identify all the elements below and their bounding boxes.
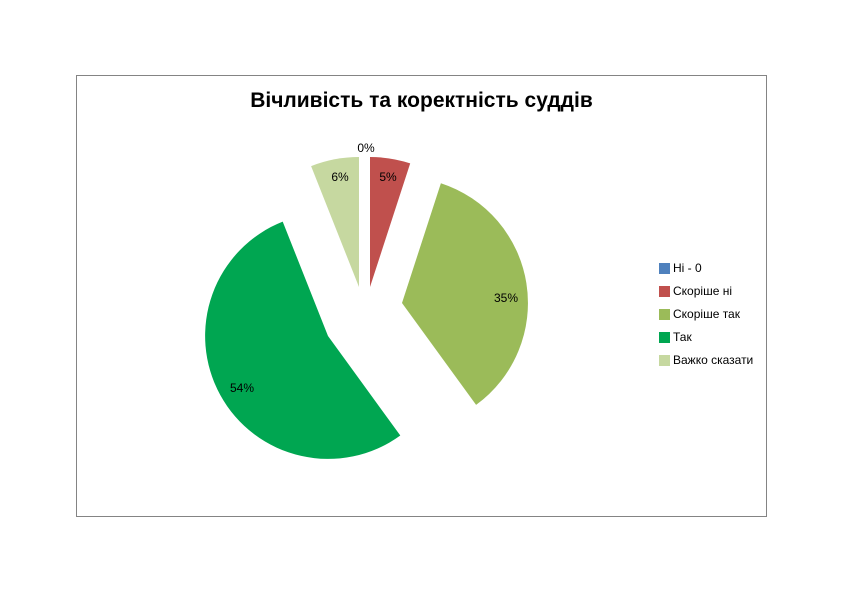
pie-slices <box>205 156 528 459</box>
pie-slice-4 <box>311 156 359 287</box>
legend-label: Важко сказати <box>673 353 754 367</box>
legend-swatch-icon <box>659 331 670 343</box>
legend-item-1: Скоріше ні <box>659 285 753 297</box>
pie-chart: 0% 5% 35% 54% 6% <box>205 141 528 459</box>
legend-label: Скоріше ні <box>673 284 732 298</box>
legend-swatch-icon <box>659 262 670 274</box>
legend-item-2: Скоріше так <box>659 308 753 320</box>
legend-label: Ні - 0 <box>673 261 702 275</box>
slice-label-4: 6% <box>331 170 349 184</box>
legend-swatch-icon <box>659 285 670 297</box>
legend-item-3: Так <box>659 331 753 343</box>
legend-label: Так <box>673 330 692 344</box>
legend-item-0: Ні - 0 <box>659 262 753 274</box>
pie-slice-3 <box>205 221 401 459</box>
legend-item-4: Важко сказати <box>659 354 753 366</box>
legend: Ні - 0 Скоріше ні Скоріше так Так Важко сказ… <box>659 262 753 377</box>
slice-label-3: 54% <box>230 381 254 395</box>
slice-label-0: 0% <box>357 141 375 155</box>
pie-slice-2 <box>402 183 528 405</box>
legend-swatch-icon <box>659 308 670 320</box>
chart-area: Вічливість та коректність суддів 0% 5% 35%… <box>76 75 767 517</box>
legend-label: Скоріше так <box>673 307 740 321</box>
pie-slice-labels: 0% 5% 35% 54% 6% <box>230 141 518 395</box>
slice-label-1: 5% <box>379 170 397 184</box>
pie-slice-1 <box>370 157 411 287</box>
slice-label-2: 35% <box>494 291 518 305</box>
legend-swatch-icon <box>659 354 670 366</box>
chart-title: Вічливість та коректність суддів <box>250 89 593 112</box>
